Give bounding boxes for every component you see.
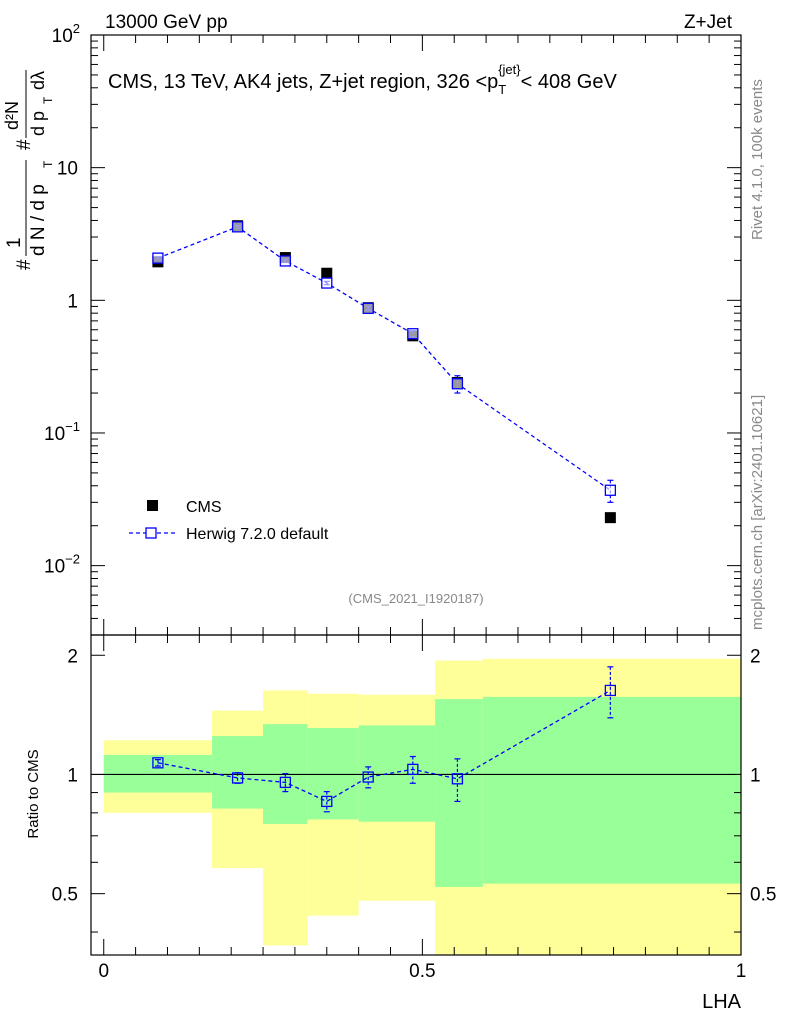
legend-herwig-label: Herwig 7.2.0 default <box>186 526 329 543</box>
ratio-xtick-label: 0 <box>98 961 109 982</box>
ratio-line <box>157 689 611 803</box>
plot-title-main: CMS, 13 TeV, AK4 jets, Z+jet region, 326… <box>108 71 498 93</box>
main-ytick-label: 1 <box>67 291 78 312</box>
legend-cms-label: CMS <box>186 499 222 516</box>
header-right: Z+Jet <box>684 12 733 33</box>
main-panel: 10−2 10−1 1 10 102 CMS, 13 TeV, AK4 jets, Z+… <box>2 21 742 636</box>
cms-point <box>604 512 616 524</box>
ylabel-frac-bottom: d N / d p <box>28 184 49 256</box>
main-ytick-label: 10−1 <box>44 419 80 445</box>
plot-title-sub: T <box>498 82 506 97</box>
mcplots-credit: mcplots.cern.ch [arXiv:2401.10621] <box>749 395 766 630</box>
ratio-y-axis: 0.5 0.5 1 1 2 2 <box>52 646 776 933</box>
main-x-axis <box>103 35 742 635</box>
herwig-point <box>604 484 617 496</box>
ratio-panel: 0.5 0.51 12 2 0 0.5 1 Ratio to CMS LHA <box>25 634 776 1013</box>
ratio-xtick-label: 0.5 <box>409 961 435 982</box>
ylabel-dlambda: dλ <box>28 71 48 90</box>
main-data-layer <box>152 220 617 524</box>
ratio-point <box>362 771 374 783</box>
plot-title-sup: {jet} <box>498 62 521 77</box>
header-left: 13000 GeV pp <box>105 12 228 33</box>
ratio-ytick-label-right: 0.5 <box>750 885 776 906</box>
main-ytick-label: 102 <box>52 21 80 47</box>
x-axis-label: LHA <box>702 991 742 1013</box>
herwig-point <box>231 221 244 233</box>
ratio-ytick-label-right: 2 <box>750 646 761 667</box>
ratio-point <box>604 684 617 697</box>
herwig-point <box>451 378 464 390</box>
ratio-x-axis: 0 0.5 1 <box>98 635 746 982</box>
analysis-watermark: (CMS_2021_I1920187) <box>348 591 483 606</box>
rivet-credit: Rivet 4.1.0, 100k events <box>749 79 766 240</box>
ylabel-d2n: d²N <box>2 101 22 130</box>
ratio-frame <box>90 634 742 956</box>
herwig-point <box>362 302 374 314</box>
ylabel-hash-2: # <box>14 139 35 150</box>
cms-point <box>321 267 333 279</box>
ratio-bands <box>103 658 741 955</box>
ratio-point <box>279 776 292 789</box>
herwig-point <box>321 277 333 289</box>
plot-title-tail: < 408 GeV <box>521 71 618 93</box>
ratio-point <box>451 773 464 785</box>
ylabel-frac-sub: T <box>41 160 55 168</box>
ratio-band-inner <box>307 728 359 820</box>
main-ylabel: # 1 d N / d p T # d²N d p T dλ <box>2 70 55 270</box>
herwig-point <box>279 255 292 267</box>
herwig-line <box>157 226 611 491</box>
ratio-band-inner <box>435 699 483 887</box>
ratio-ytick-label: 0.5 <box>52 885 78 906</box>
ratio-xtick-label: 1 <box>736 961 747 982</box>
ylabel-d2n-sub: T <box>41 96 55 104</box>
legend-cms-marker <box>147 500 158 511</box>
legend: CMS Herwig 7.2.0 default <box>129 499 329 543</box>
main-y-axis: 10−2 10−1 1 10 102 <box>44 21 741 636</box>
plot-title: CMS, 13 TeV, AK4 jets, Z+jet region, 326… <box>108 62 617 97</box>
ratio-band-inner <box>482 696 741 884</box>
ratio-data-layer <box>152 666 617 813</box>
ratio-ylabel: Ratio to CMS <box>25 749 42 838</box>
ratio-point <box>152 757 164 769</box>
ratio-point <box>321 795 333 808</box>
herwig-point <box>152 252 164 264</box>
ylabel-d2n-bottom: d p <box>28 111 48 136</box>
main-ytick-label: 10−2 <box>44 552 80 578</box>
ratio-point <box>407 763 419 776</box>
ratio-ytick-label: 2 <box>67 646 78 667</box>
ratio-point <box>231 772 244 784</box>
ylabel-hash-1: # <box>14 259 35 270</box>
ratio-ytick-label-right: 1 <box>750 765 761 786</box>
legend-herwig-marker <box>145 527 157 539</box>
herwig-point <box>407 328 419 340</box>
ylabel-frac-top: 1 <box>4 237 25 248</box>
main-ytick-label: 10 <box>57 159 78 180</box>
ratio-band-inner <box>358 725 436 822</box>
ratio-ytick-label: 1 <box>67 765 78 786</box>
